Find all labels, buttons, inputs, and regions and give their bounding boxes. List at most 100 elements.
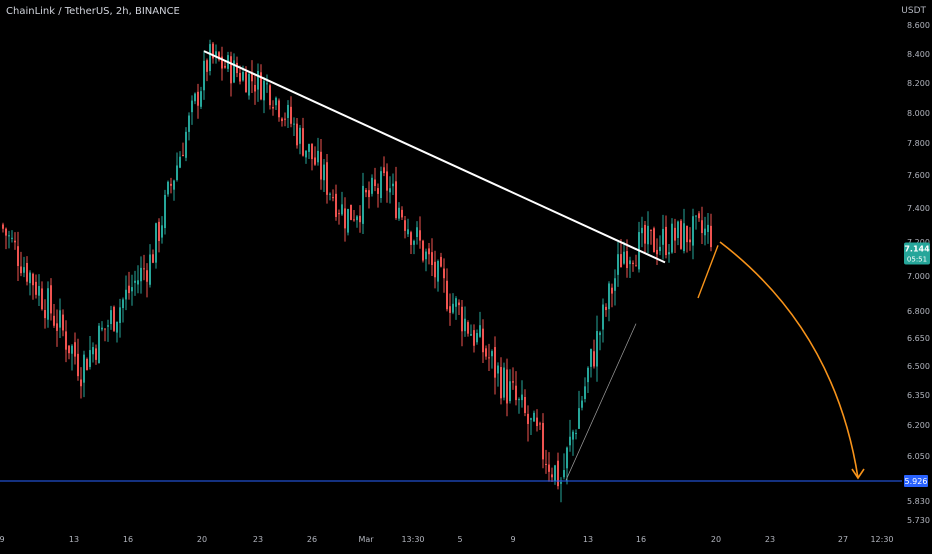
candle-body — [425, 251, 427, 260]
candle-body — [254, 84, 256, 92]
candle-body — [269, 85, 271, 106]
time-tick-label: 23 — [765, 535, 775, 544]
candle-body — [584, 386, 586, 399]
candle-body — [677, 221, 679, 238]
candle-body — [221, 56, 223, 69]
time-tick-label: 16 — [636, 535, 646, 544]
candle-body — [326, 162, 328, 195]
candle-body — [239, 72, 241, 82]
candle-body — [182, 154, 184, 157]
candle-body — [344, 208, 346, 229]
candle-body — [422, 240, 424, 261]
candle-body — [446, 280, 448, 310]
candle-body — [188, 115, 190, 132]
time-tick-label: 23 — [253, 535, 263, 544]
candle-body — [257, 70, 259, 90]
candle-body — [464, 318, 466, 332]
candle-body — [581, 400, 583, 408]
candle-body — [710, 225, 712, 248]
support-price-tag — [904, 475, 928, 487]
candle-body — [155, 223, 157, 263]
candle-body — [248, 73, 250, 96]
countdown-label: 05:51 — [907, 256, 927, 264]
candle-body — [572, 431, 574, 440]
candle-body — [245, 72, 247, 93]
candle-body — [215, 51, 217, 57]
candle-body — [104, 328, 106, 330]
candle-body — [302, 128, 304, 156]
candle-body — [404, 220, 406, 231]
candle-body — [350, 204, 352, 220]
candle-body — [263, 80, 265, 101]
candle-body — [191, 100, 193, 113]
price-tick-label: 5.830 — [907, 497, 930, 506]
current-price-tag — [904, 242, 930, 265]
candle-body — [539, 423, 541, 425]
candle-body — [428, 248, 430, 255]
price-tick-label: 8.000 — [907, 109, 930, 118]
candle-body — [578, 408, 580, 429]
time-tick-label: 9 — [0, 535, 5, 544]
candle-body — [56, 323, 58, 331]
candle-body — [614, 278, 616, 291]
candle-body — [41, 288, 43, 310]
symbol-name: ChainLink / TetherUS — [6, 6, 110, 17]
candle-body — [62, 314, 64, 331]
candle-body — [662, 228, 664, 245]
candle-body — [590, 349, 592, 367]
candle-body — [335, 193, 337, 217]
candle-body — [656, 249, 658, 255]
candle-body — [461, 306, 463, 332]
candle-body — [671, 223, 673, 253]
candle-body — [65, 331, 67, 350]
candle-body — [278, 100, 280, 118]
candle-body — [653, 228, 655, 253]
time-tick-label: 20 — [711, 535, 721, 544]
price-tick-label: 8.600 — [907, 21, 930, 30]
time-tick-label: 16 — [123, 535, 133, 544]
candle-body — [311, 143, 313, 160]
candle-body — [437, 261, 439, 282]
candle-body — [95, 348, 97, 360]
candle-body — [569, 436, 571, 446]
candle-body — [608, 283, 610, 310]
candle-body — [449, 306, 451, 313]
candle-body — [149, 254, 151, 285]
candle-body — [14, 240, 16, 243]
time-tick-label: 20 — [197, 535, 207, 544]
candle-body — [611, 287, 613, 294]
candle-body — [674, 227, 676, 241]
candle-body — [83, 354, 85, 383]
candle-body — [575, 433, 577, 435]
time-tick-label: 13 — [69, 535, 79, 544]
candle-body — [11, 237, 13, 239]
candle-body — [332, 197, 334, 199]
candle-body — [161, 225, 163, 238]
candle-body — [185, 131, 187, 158]
candle-body — [509, 381, 511, 402]
candle-body — [5, 228, 7, 236]
candle-body — [179, 156, 181, 168]
candle-body — [668, 252, 670, 255]
candle-body — [413, 240, 415, 245]
candle-body — [452, 303, 454, 313]
candle-body — [272, 106, 274, 109]
candle-body — [593, 351, 595, 367]
candle-body — [170, 183, 172, 186]
candle-body — [632, 262, 634, 265]
candle-body — [440, 256, 442, 267]
candle-body — [455, 298, 457, 307]
candle-body — [128, 285, 130, 294]
candle-body — [44, 310, 46, 319]
price-tick-label: 8.400 — [907, 50, 930, 59]
candle-body — [329, 193, 331, 195]
exchange-label: BINANCE — [134, 6, 180, 17]
candle-body — [122, 299, 124, 309]
wedge-line — [697, 245, 719, 299]
candle-body — [197, 91, 199, 106]
candle-body — [542, 422, 544, 460]
time-tick-label: 26 — [307, 535, 317, 544]
candle-body — [650, 229, 652, 231]
